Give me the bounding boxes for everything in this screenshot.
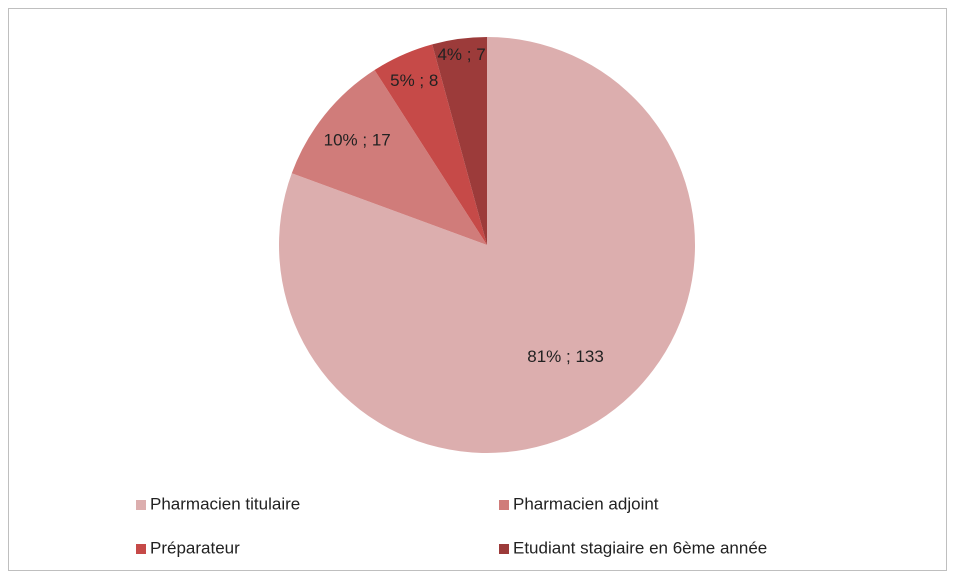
legend-label: Pharmacien titulaire bbox=[150, 494, 300, 513]
data-label: 10% ; 17 bbox=[324, 130, 391, 149]
data-label: 4% ; 7 bbox=[437, 45, 485, 64]
data-label: 5% ; 8 bbox=[390, 71, 438, 90]
legend-label: Etudiant stagiaire en 6ème année bbox=[513, 538, 767, 557]
legend-label: Pharmacien adjoint bbox=[513, 494, 659, 513]
legend-swatch bbox=[136, 500, 146, 510]
data-label: 81% ; 133 bbox=[527, 347, 604, 366]
legend-label: Préparateur bbox=[150, 538, 240, 557]
pie-slice bbox=[374, 44, 487, 246]
pie-slice bbox=[278, 37, 695, 453]
legend-swatch bbox=[499, 544, 509, 554]
legend-swatch bbox=[136, 544, 146, 554]
pie-slice bbox=[432, 37, 487, 245]
pie-slice bbox=[291, 70, 487, 246]
legend-swatch bbox=[499, 500, 509, 510]
